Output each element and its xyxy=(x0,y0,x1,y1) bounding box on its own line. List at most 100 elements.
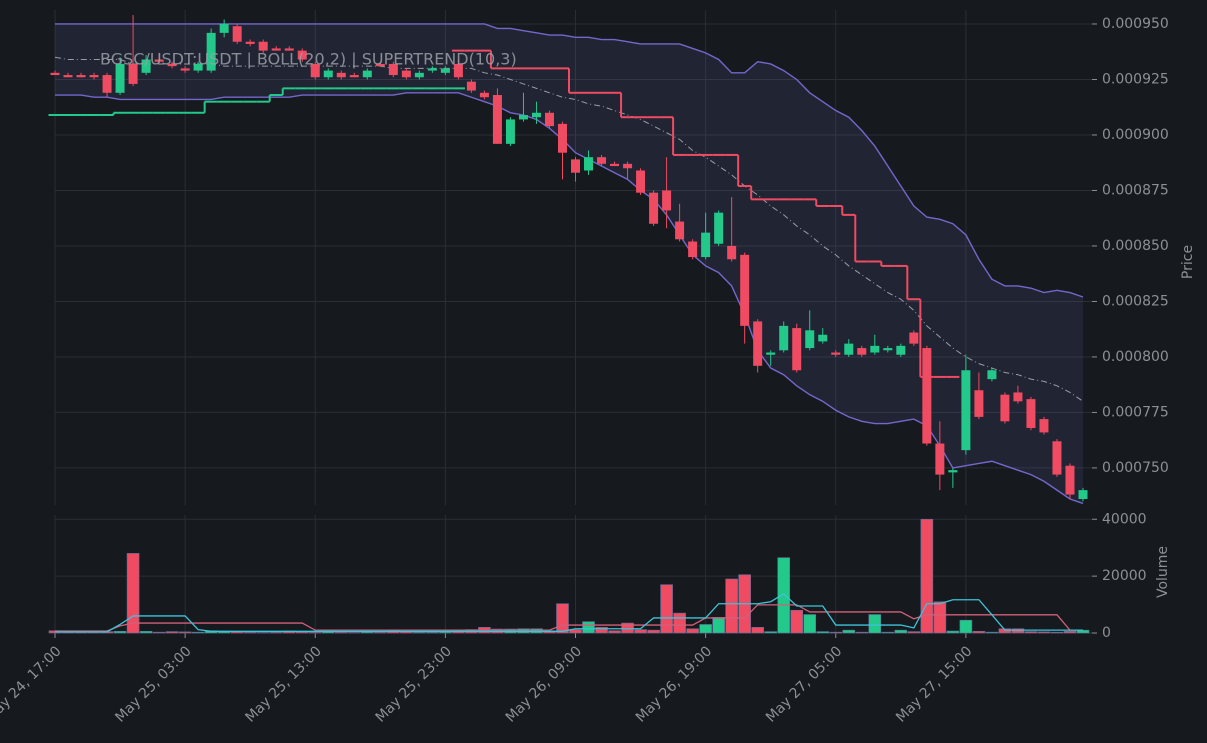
volume-bar xyxy=(790,609,804,634)
volume-bar xyxy=(764,631,777,634)
candle-body xyxy=(922,348,932,444)
volume-bar xyxy=(634,629,647,634)
volume-bar xyxy=(712,617,725,634)
candle-body xyxy=(557,123,567,153)
candle-body xyxy=(571,159,581,173)
candle-body xyxy=(1078,490,1088,500)
candle-body xyxy=(662,190,672,211)
volume-bar xyxy=(595,627,608,634)
volume-bar xyxy=(686,628,699,634)
volume-bar xyxy=(777,557,791,634)
y-tick-label: 0.000750 xyxy=(1102,460,1169,476)
candle-body xyxy=(844,343,854,355)
candle-body xyxy=(1013,392,1023,402)
volume-bar xyxy=(374,631,387,634)
volume-bar xyxy=(816,631,830,634)
candle-body xyxy=(141,59,151,73)
volume-bar xyxy=(126,553,140,634)
volume-bar xyxy=(920,518,934,634)
volume-bar xyxy=(959,619,973,634)
volume-bar xyxy=(855,631,869,634)
volume-bar xyxy=(803,614,817,634)
volume-bar xyxy=(243,631,257,634)
volume-bar xyxy=(647,629,660,634)
candle-body xyxy=(63,75,73,78)
volume-bar xyxy=(1011,628,1025,634)
candle-body xyxy=(479,92,489,98)
chart-title: BGSC/USDT:USDT | BOLL(20,2) | SUPERTREND… xyxy=(100,50,517,69)
candle-body xyxy=(714,212,724,244)
candle-body xyxy=(167,63,177,67)
candle-body xyxy=(518,114,528,120)
y-tick-label: 0.000925 xyxy=(1102,71,1169,87)
candle-body xyxy=(128,63,138,84)
candle-body xyxy=(271,48,281,51)
candle-body xyxy=(701,232,711,258)
volume-axis-label: Volume xyxy=(1155,546,1171,598)
candle-body xyxy=(1052,441,1062,475)
candle-body xyxy=(440,68,450,73)
volume-bar xyxy=(608,630,621,634)
candle-body xyxy=(375,63,385,67)
candle-body xyxy=(102,75,112,93)
candle-body xyxy=(297,50,307,60)
volume-bar xyxy=(673,612,686,634)
volume-bar xyxy=(1024,631,1038,634)
volume-bar xyxy=(256,632,270,634)
candle-body xyxy=(766,352,776,355)
candle-body xyxy=(414,72,424,78)
volume-bar xyxy=(660,584,673,634)
volume-bar xyxy=(361,631,374,634)
volume-bar xyxy=(139,630,153,634)
y-tick-label: 0.000775 xyxy=(1102,404,1169,420)
volume-bar xyxy=(152,631,166,634)
candle-body xyxy=(948,470,958,473)
candle-body xyxy=(492,95,502,144)
volume-bar xyxy=(725,578,738,634)
volume-bar xyxy=(881,631,895,634)
volume-bar xyxy=(907,631,921,634)
volume-bar xyxy=(699,624,712,634)
candle-body xyxy=(310,63,320,78)
candle-body xyxy=(336,72,346,78)
candle-body xyxy=(284,48,294,51)
candle-body xyxy=(427,68,437,71)
volume-bar xyxy=(1050,631,1064,634)
volume-bar xyxy=(1037,631,1051,634)
volume-bar xyxy=(946,630,960,634)
volume-bar xyxy=(933,601,947,634)
line xyxy=(55,92,1084,505)
candle-body xyxy=(831,352,841,355)
candle-body xyxy=(883,348,893,351)
candle-body xyxy=(349,75,359,78)
candle-body xyxy=(857,348,867,355)
candle-body xyxy=(453,63,463,78)
candle-body xyxy=(623,163,633,169)
volume-bar xyxy=(569,629,582,634)
volume-bar xyxy=(308,631,322,634)
candle-body xyxy=(870,345,880,353)
volume-bar xyxy=(334,631,348,634)
candle-body xyxy=(50,72,60,76)
candle-body xyxy=(974,390,984,417)
volume-bar xyxy=(113,630,127,634)
candle-body xyxy=(206,32,216,71)
y-tick-label: 40000 xyxy=(1102,511,1147,527)
y-tick-label: 0 xyxy=(1102,625,1111,641)
band-fill xyxy=(55,23,1083,504)
candle-body xyxy=(193,63,203,71)
y-tick-label: 0.000900 xyxy=(1102,127,1169,143)
candle-body xyxy=(753,321,763,366)
y-tick-label: 0.000950 xyxy=(1102,16,1169,32)
line xyxy=(55,23,1084,298)
candle-body xyxy=(531,112,541,118)
y-tick-label: 0.000825 xyxy=(1102,293,1169,309)
candle-body xyxy=(987,370,997,380)
volume-bar xyxy=(347,632,361,634)
volume-bar xyxy=(972,630,986,634)
candle-body xyxy=(115,63,125,93)
candle-body xyxy=(805,330,815,349)
candle-body xyxy=(935,443,945,475)
